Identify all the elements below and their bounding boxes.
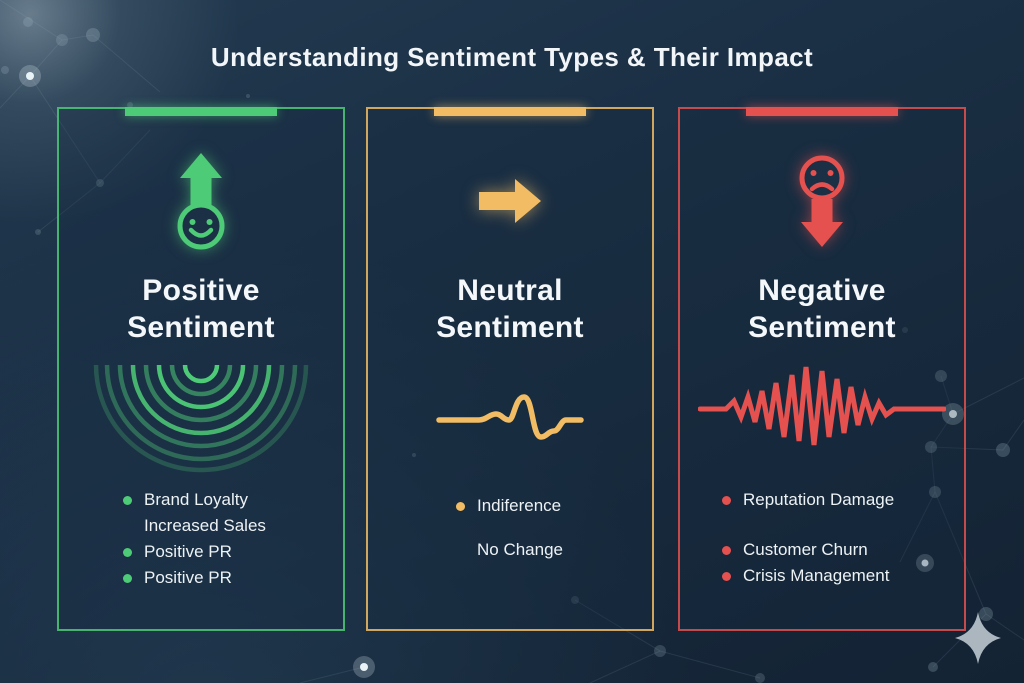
- bullet-dot: [722, 571, 731, 581]
- card-title-line2: Sentiment: [127, 311, 275, 344]
- bullet-label: Crisis Management: [743, 566, 890, 585]
- card-title: Positive Sentiment: [59, 272, 343, 346]
- bullet-list: Indiference No Change: [456, 493, 563, 563]
- bullet-label: Brand Loyalty: [144, 490, 248, 509]
- neutral-sentiment-card: Neutral Sentiment Indiference No Change: [366, 107, 654, 631]
- bullet-item: Crisis Management: [722, 563, 894, 589]
- bullet-list: Brand Loyalty Increased Sales Positive P…: [123, 487, 266, 591]
- right-arrow-icon: [479, 179, 541, 228]
- bullet-label: Positive PR: [144, 568, 232, 587]
- bullet-list: Reputation Damage Customer Churn Crisis …: [722, 487, 894, 589]
- bullet-label: Indiference: [477, 496, 562, 515]
- card-title-line1: Positive: [142, 274, 260, 307]
- bullet-item: No Change: [456, 537, 563, 563]
- bullet-label: Increased Sales: [144, 516, 266, 535]
- bullet-dot: [123, 573, 132, 583]
- bullet-item: Reputation Damage: [722, 487, 894, 513]
- card-accent-bar: [125, 107, 277, 116]
- bullet-item: Positive PR: [123, 539, 266, 565]
- bullet-item: Positive PR: [123, 565, 266, 591]
- bullet-item: Customer Churn: [722, 537, 894, 563]
- bullet-item: Brand Loyalty: [123, 487, 266, 513]
- jagged-waveform-graphic: [697, 357, 947, 466]
- card-title-line2: Sentiment: [436, 311, 584, 344]
- page-title: Understanding Sentiment Types & Their Im…: [210, 42, 814, 72]
- negative-sentiment-card: Negative Sentiment Reputation Damage Cus…: [678, 107, 966, 631]
- card-accent-bar: [434, 107, 586, 116]
- bullet-item: Indiference: [456, 493, 563, 519]
- card-title-line1: Neutral: [457, 274, 563, 307]
- radiating-arcs-graphic: [86, 361, 316, 478]
- card-title: Negative Sentiment: [680, 272, 964, 346]
- bullet-label: Reputation Damage: [743, 490, 895, 509]
- card-accent-bar: [746, 107, 898, 116]
- sad-face-down-arrow-icon: [794, 155, 850, 252]
- bullet-label: Customer Churn: [743, 540, 868, 559]
- smiley-face-up-arrow-icon: [173, 153, 229, 256]
- bullet-dot: [123, 547, 132, 557]
- bullet-dot: [123, 495, 132, 505]
- card-title: Neutral Sentiment: [368, 272, 652, 346]
- card-title-line1: Negative: [758, 274, 886, 307]
- bullet-label: No Change: [477, 540, 564, 559]
- bullet-item: Increased Sales: [123, 513, 266, 539]
- sparkle-star-icon: [955, 612, 1001, 669]
- bullet-dot: [722, 495, 731, 505]
- positive-sentiment-card: Positive Sentiment Brand Loyalty Increas…: [57, 107, 345, 631]
- bullet-label: Positive PR: [144, 542, 232, 561]
- bullet-dot: [722, 545, 731, 555]
- card-title-line2: Sentiment: [748, 311, 896, 344]
- bullet-dot: [456, 501, 465, 511]
- flat-waveform-graphic: [435, 390, 585, 451]
